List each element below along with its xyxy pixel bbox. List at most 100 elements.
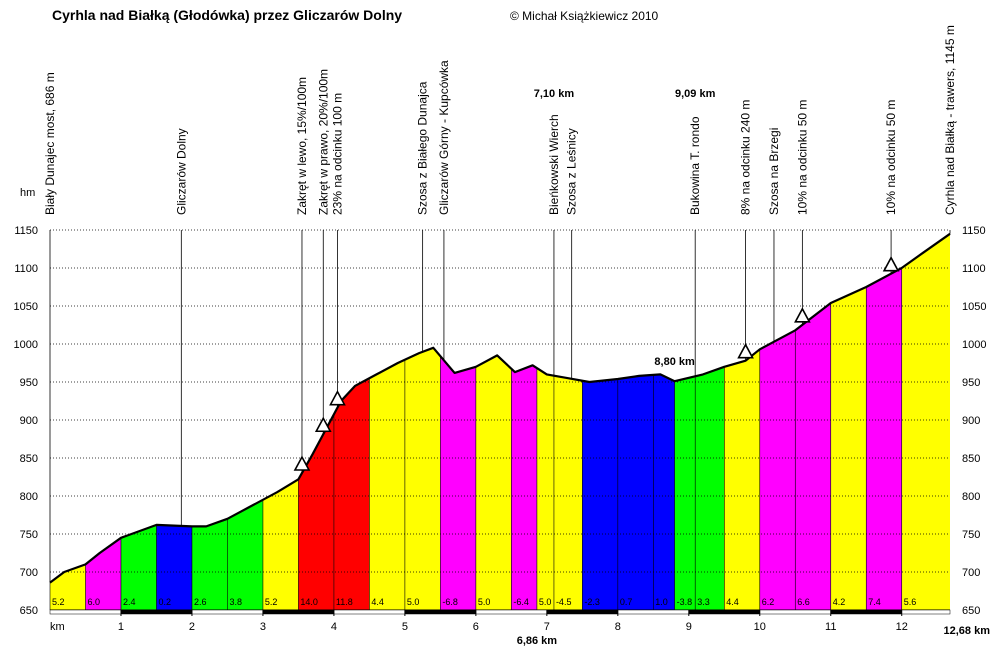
x-tick-label: 9 <box>686 621 692 633</box>
x-tick-label: 11 <box>825 621 836 633</box>
y-tick-label-left: 700 <box>20 567 38 579</box>
gradient-segment <box>866 268 902 610</box>
segment-grade-label: -6.4 <box>513 597 529 607</box>
gradient-segment <box>298 414 334 610</box>
gradient-segment <box>227 499 263 610</box>
gradient-segment <box>795 303 831 610</box>
km-scale-bar <box>617 609 690 615</box>
segment-grade-label: 5.2 <box>52 597 65 607</box>
segment-grade-label: 6.2 <box>762 597 775 607</box>
gradient-segment <box>404 347 441 610</box>
x-tick-label: 2 <box>189 621 195 633</box>
gradient-segment <box>511 365 537 610</box>
x-tick-label: 7 <box>544 621 550 633</box>
gradient-segment <box>582 379 618 610</box>
distance-label: 8,80 km <box>654 356 695 368</box>
marker-label: Gliczarów Górny - Kupcówka <box>437 60 451 215</box>
y-tick-label-right: 800 <box>962 491 980 503</box>
gradient-segment <box>475 355 512 610</box>
segment-grade-label: 4.4 <box>371 597 384 607</box>
x-tick-label: 12 <box>896 621 908 633</box>
km-scale-bar <box>759 609 832 615</box>
gradient-segment <box>192 518 228 610</box>
y-tick-label-left: 850 <box>20 453 38 465</box>
y-tick-label-right: 1050 <box>962 301 986 313</box>
steep-warning-icon <box>293 455 311 471</box>
km-scale-bar <box>830 609 902 615</box>
segment-grade-label: 4.2 <box>833 597 846 607</box>
km-scale-bar <box>475 609 548 615</box>
gradient-segment <box>759 330 796 610</box>
y-tick-label-right: 650 <box>962 605 980 617</box>
segment-grade-label: 3.8 <box>229 597 242 607</box>
x-tick-label: 5 <box>402 621 408 633</box>
marker-label: Cyrhla nad Białką - trawers, 1145 m <box>943 25 957 215</box>
segment-grade-label: 2.4 <box>123 597 136 607</box>
segment-grade-label: 0.2 <box>158 597 171 607</box>
km-scale-bar <box>191 609 264 615</box>
marker-label: Szosa z Leśnicy <box>565 128 579 215</box>
y-tick-label-left: 1150 <box>14 225 38 237</box>
segment-grade-label: -4.5 <box>556 597 572 607</box>
marker-label: 10% na odcinku 50 m <box>884 100 898 215</box>
gradient-segment <box>333 378 370 610</box>
gradient-segment <box>121 524 157 610</box>
segment-grade-label: 2.6 <box>194 597 207 607</box>
segment-grade-label: 5.6 <box>904 597 917 607</box>
gradient-segment <box>553 375 583 610</box>
y-tick-label-right: 950 <box>962 377 980 389</box>
segment-grade-label: 5.0 <box>478 597 491 607</box>
y-tick-label-right: 700 <box>962 567 980 579</box>
gradient-segment <box>653 374 675 610</box>
x-tick-label: 3 <box>260 621 266 633</box>
segment-grade-label: 4.4 <box>726 597 739 607</box>
distance-label: 9,09 km <box>675 88 716 100</box>
marker-label: Bukowina T. rondo <box>688 116 702 215</box>
y-tick-label-right: 750 <box>962 529 980 541</box>
y-tick-label-right: 1100 <box>962 263 986 275</box>
segment-grade-label: 14.0 <box>300 597 318 607</box>
steep-warning-icon <box>329 389 346 406</box>
y-tick-label-left: 1000 <box>14 339 38 351</box>
segment-grade-label: 6.6 <box>797 597 810 607</box>
segment-grade-label: 6.0 <box>87 597 100 607</box>
gradient-segment <box>369 359 405 610</box>
segment-grade-label: 11.8 <box>336 597 353 607</box>
x-tick-label: 1 <box>118 621 124 633</box>
marker-label: Szosa na Brzegi <box>767 128 781 215</box>
km-scale-bar <box>262 609 335 615</box>
steep-warning-icon <box>882 256 900 272</box>
steep-warning-icon <box>314 416 332 433</box>
gradient-segment <box>50 564 86 610</box>
y-tick-label-right: 1000 <box>962 339 986 351</box>
y-tick-label-left: 1100 <box>14 263 38 275</box>
segment-grade-label: 7.4 <box>868 597 881 607</box>
km-scale-bar <box>688 609 761 615</box>
gradient-segment <box>901 233 950 611</box>
steep-warning-icon <box>737 343 754 359</box>
distance-label: 7,10 km <box>534 88 575 100</box>
marker-label: 23% na odcinku 100 m <box>330 93 344 215</box>
gradient-segment <box>830 287 867 610</box>
km-scale-bar <box>120 609 193 615</box>
y-tick-label-left: 800 <box>20 491 38 503</box>
copyright-text: © Michał Książkiewicz 2010 <box>510 9 659 23</box>
x-axis-label: km <box>50 621 65 633</box>
marker-label: Biały Dunajec most, 686 m <box>43 72 57 215</box>
segment-grade-label: 5.0 <box>539 597 552 607</box>
y-tick-label-right: 850 <box>962 453 980 465</box>
distance-label: 6,86 km <box>517 635 558 647</box>
segment-grade-label: 3.3 <box>697 597 710 607</box>
gradient-segment <box>536 368 554 610</box>
km-scale-bar <box>546 609 619 615</box>
y-tick-label-left: 1050 <box>14 301 38 313</box>
marker-label: Bieńkowski Wierch <box>547 114 561 215</box>
gradient-segment <box>156 524 192 610</box>
y-tick-label-right: 900 <box>962 415 980 427</box>
segment-grade-label: 1.0 <box>655 597 668 607</box>
y-tick-label-left: 650 <box>20 605 38 617</box>
gradient-segment <box>695 366 725 610</box>
gradient-segment <box>617 374 654 610</box>
y-tick-label-right: 1150 <box>962 225 986 237</box>
